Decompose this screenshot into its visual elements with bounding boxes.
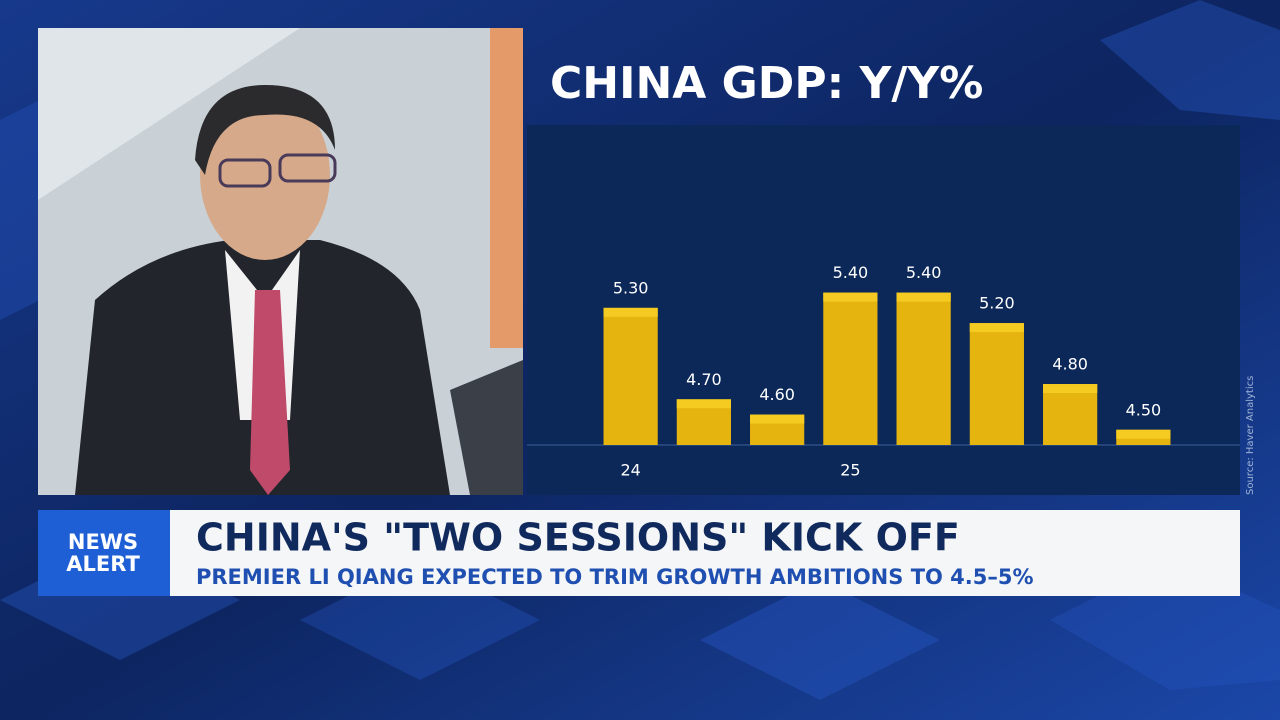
bar [896, 292, 951, 445]
bar-highlight [1043, 384, 1098, 394]
bar-highlight [823, 292, 878, 302]
value-label: 4.50 [1126, 400, 1162, 419]
bar [1043, 384, 1098, 445]
value-label: 5.30 [613, 278, 649, 297]
value-label: 5.20 [979, 294, 1015, 313]
value-label: 4.60 [759, 385, 795, 404]
video-panel [38, 28, 523, 495]
bar-highlight [896, 292, 951, 302]
value-label: 5.40 [906, 263, 942, 282]
source-note: Source: Haver Analytics [1245, 376, 1256, 495]
value-label: 4.80 [1052, 355, 1088, 374]
headline-box [170, 510, 1240, 596]
bar [969, 323, 1024, 445]
bar-highlight [969, 323, 1024, 333]
x-tick-label: 25 [840, 461, 860, 480]
headline: CHINA'S "TWO SESSIONS" KICK OFF [196, 516, 960, 560]
value-label: 4.70 [686, 370, 722, 389]
bar-highlight [676, 399, 731, 409]
news-alert-tag: ALERT [66, 552, 140, 576]
bars: 24 5.30 4.70 4.60 25 5.40 5.40 5.20 4.80 4.50 [603, 263, 1171, 480]
chart-title: CHINA GDP: Y/Y% [550, 58, 983, 109]
news-alert-tag: NEWS [68, 530, 138, 554]
bar-highlight [750, 414, 805, 424]
bar [823, 292, 878, 445]
bar-highlight [1116, 429, 1171, 439]
news-alert-box [38, 510, 170, 596]
bar [603, 307, 658, 445]
bar-highlight [603, 307, 658, 317]
value-label: 5.40 [833, 263, 869, 282]
x-tick-label: 24 [620, 461, 640, 480]
subheadline: PREMIER LI QIANG EXPECTED TO TRIM GROWTH… [196, 565, 1034, 589]
